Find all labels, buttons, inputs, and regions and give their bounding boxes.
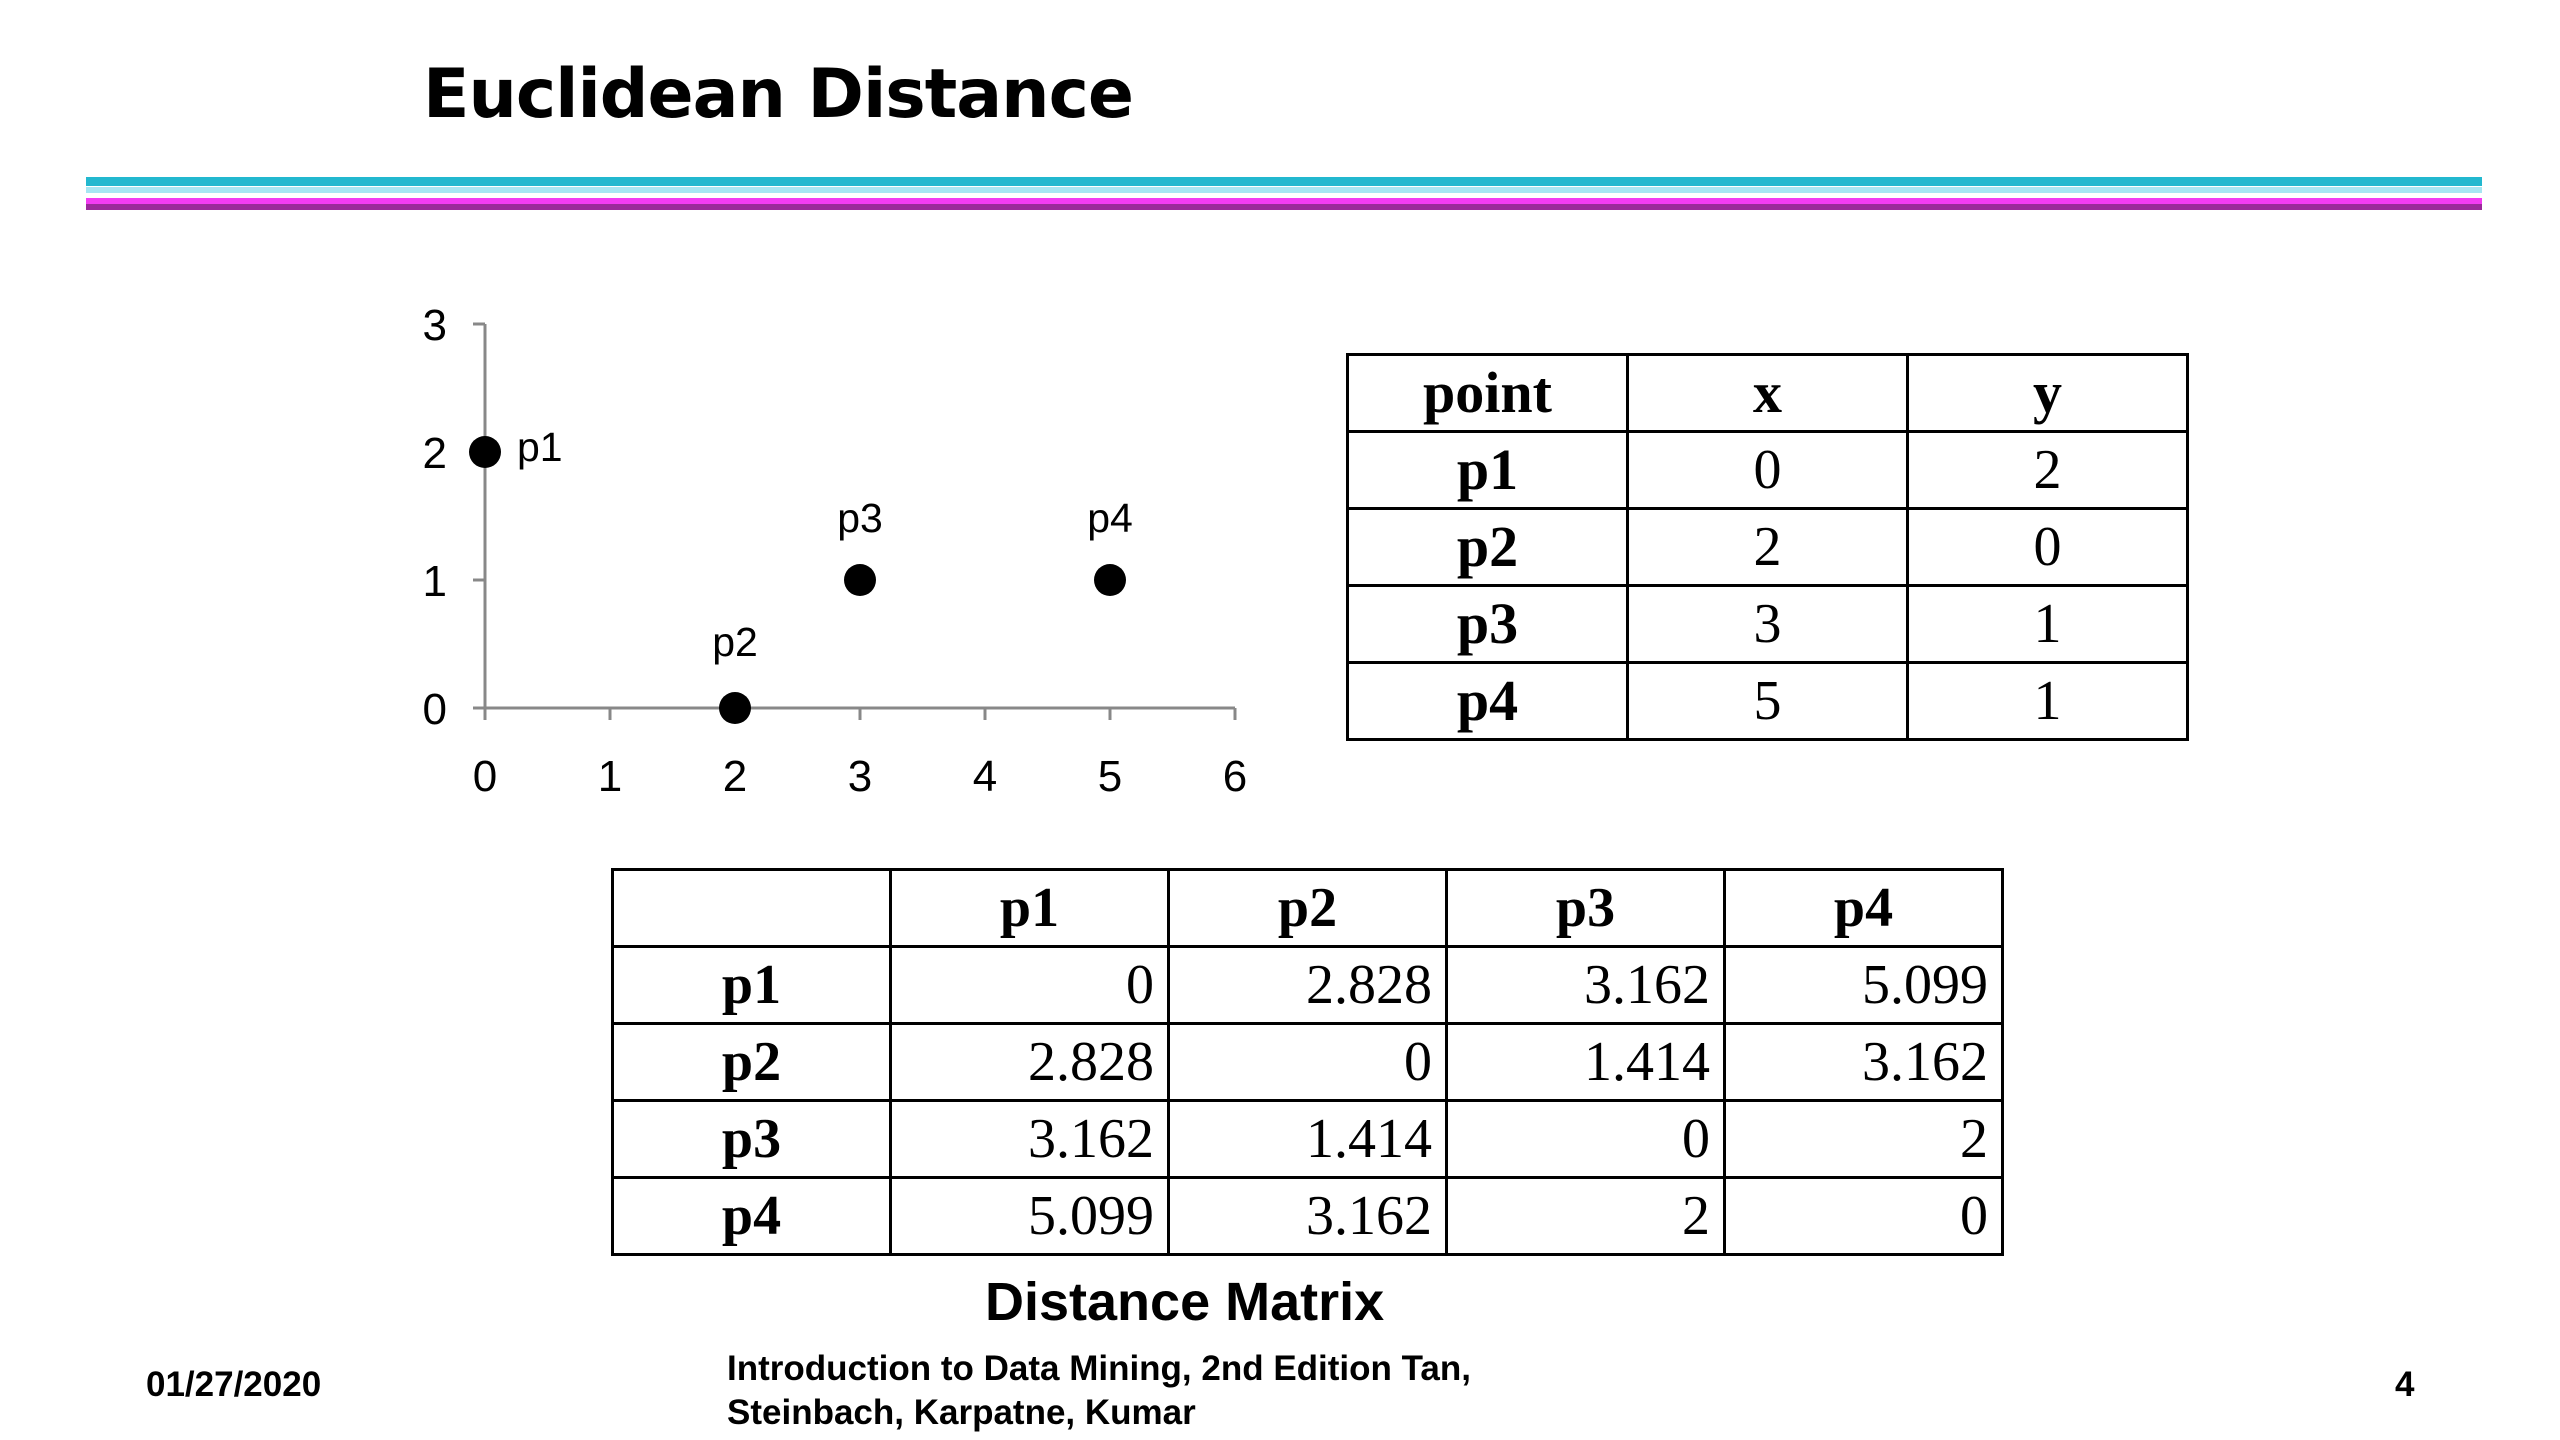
table-cell: 3.162: [1445, 945, 1726, 1025]
points-table: point x y p1 0 2 p2 2 0 p3 3 1 p4 5 1: [1346, 353, 2189, 741]
row-header: p4: [611, 1176, 892, 1256]
data-point-p2: [719, 692, 751, 724]
table-cell: 3.162: [889, 1099, 1170, 1179]
y-tick-label: 2: [423, 429, 447, 478]
footer-book-citation: Introduction to Data Mining, 2nd Edition…: [727, 1349, 1471, 1432]
x-tick-label: 3: [848, 752, 872, 801]
table-cell: 2.828: [889, 1022, 1170, 1102]
table-cell: 2: [1445, 1176, 1726, 1256]
table-cell: 1: [1906, 584, 2189, 664]
data-label-p3: p3: [837, 495, 883, 541]
row-header: p1: [611, 945, 892, 1025]
table-row: p2 2.828 0 1.414 3.162: [611, 1022, 2004, 1102]
table-cell: 3: [1626, 584, 1909, 664]
table-header-row: p1 p2 p3 p4: [611, 868, 2004, 948]
table-cell: 1: [1906, 661, 2189, 741]
table-row: p4 5 1: [1346, 661, 2189, 741]
table-cell: 5: [1626, 661, 1909, 741]
column-header: [611, 868, 892, 948]
x-tick-label: 5: [1098, 752, 1122, 801]
data-label-p1: p1: [517, 424, 563, 470]
x-tick-label: 4: [973, 752, 997, 801]
table-cell: 1.414: [1167, 1099, 1448, 1179]
table-row: p4 5.099 3.162 2 0: [611, 1176, 2004, 1256]
table-cell: 3.162: [1167, 1176, 1448, 1256]
table-row: p1 0 2: [1346, 430, 2189, 510]
y-tick-label: 0: [423, 685, 447, 734]
column-header: p1: [889, 868, 1170, 948]
table-cell: 0: [1167, 1022, 1448, 1102]
table-cell: 1.414: [1445, 1022, 1726, 1102]
x-tick-label: 6: [1223, 752, 1247, 801]
row-header: p4: [1346, 661, 1629, 741]
column-header: p2: [1167, 868, 1448, 948]
x-tick-label: 0: [473, 752, 497, 801]
table-cell: 0: [1445, 1099, 1726, 1179]
title-rule-cyan: [86, 177, 2482, 186]
distance-matrix-table: p1 p2 p3 p4 p1 0 2.828 3.162 5.099 p2 2.828 0 1.414 3…: [611, 868, 2004, 1256]
table-cell: 0: [1723, 1176, 2004, 1256]
footer-page-number: 4: [2395, 1365, 2415, 1404]
data-point-p1: [469, 436, 501, 468]
column-header: point: [1346, 353, 1629, 433]
slide-title: Euclidean Distance: [423, 55, 1134, 134]
row-header: p3: [1346, 584, 1629, 664]
footer-date: 01/27/2020: [146, 1365, 322, 1404]
title-rule-purple: [86, 204, 2482, 210]
table-row: p3 3.162 1.414 0 2: [611, 1099, 2004, 1179]
x-tick-label: 1: [598, 752, 622, 801]
table-cell: 0: [1906, 507, 2189, 587]
data-label-p2: p2: [712, 619, 758, 665]
row-header: p1: [1346, 430, 1629, 510]
row-header: p3: [611, 1099, 892, 1179]
data-label-p4: p4: [1087, 495, 1133, 541]
data-point-p4: [1094, 564, 1126, 596]
table-cell: 0: [1626, 430, 1909, 510]
column-header: p3: [1445, 868, 1726, 948]
y-tick-label: 3: [423, 301, 447, 350]
table-cell: 5.099: [1723, 945, 2004, 1025]
table-cell: 5.099: [889, 1176, 1170, 1256]
distance-matrix-caption: Distance Matrix: [985, 1272, 1385, 1332]
table-cell: 3.162: [1723, 1022, 2004, 1102]
column-header: y: [1906, 353, 2189, 433]
table-cell: 0: [889, 945, 1170, 1025]
table-row: p1 0 2.828 3.162 5.099: [611, 945, 2004, 1025]
row-header: p2: [1346, 507, 1629, 587]
column-header: x: [1626, 353, 1909, 433]
table-cell: 2: [1723, 1099, 2004, 1179]
scatter-plot: 0 1 2 3 4 5 6 0 1 2 3 p1 p2 p3 p4: [423, 301, 1248, 801]
y-tick-label: 1: [423, 557, 447, 606]
column-header: p4: [1723, 868, 2004, 948]
x-tick-label: 2: [723, 752, 747, 801]
table-row: p3 3 1: [1346, 584, 2189, 664]
row-header: p2: [611, 1022, 892, 1102]
table-row: p2 2 0: [1346, 507, 2189, 587]
data-point-p3: [844, 564, 876, 596]
title-rule-magenta: [86, 198, 2482, 204]
table-cell: 2.828: [1167, 945, 1448, 1025]
table-cell: 2: [1906, 430, 2189, 510]
table-cell: 2: [1626, 507, 1909, 587]
title-rule-cyan-light: [86, 187, 2482, 193]
table-header-row: point x y: [1346, 353, 2189, 433]
